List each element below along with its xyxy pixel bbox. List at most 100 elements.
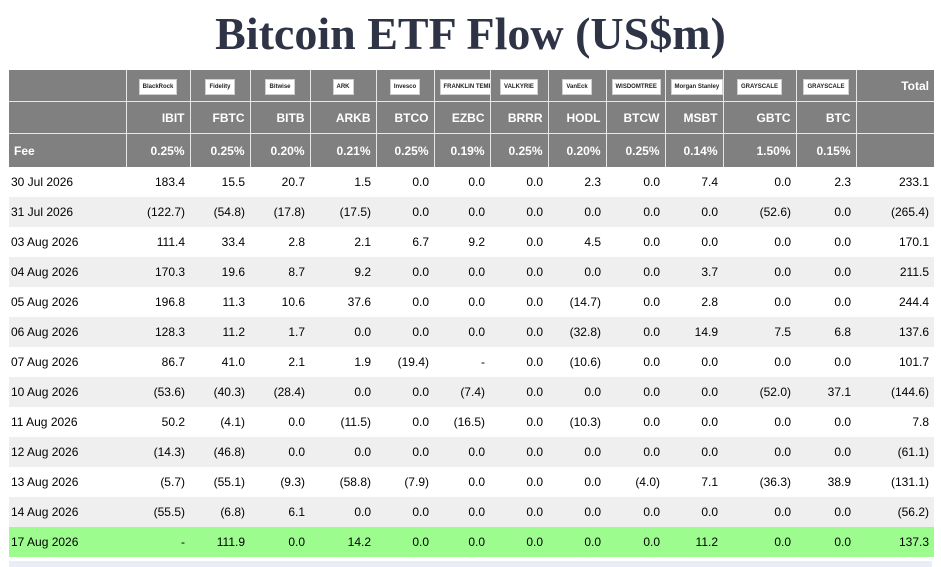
flow-cell: 111.4	[156, 235, 185, 249]
ticker-header: MSBT	[664, 101, 723, 134]
flow-cell: (54.8)	[190, 197, 250, 227]
table-row: 30 Jul 2026 183.4 15.5 20.7 1.5 0.0 0.0 0.0 2.3 0…	[9, 167, 934, 197]
flow-cell: 0.0	[774, 415, 791, 429]
issuer-logo: VALKYRIE	[500, 78, 538, 95]
flow-cell: (40.3)	[190, 377, 250, 407]
table-row: 17 Aug 2026-111.9 0.0 14.2 0.0 0.0 0.0 0.0 0.0 1…	[9, 527, 934, 557]
flow-cell: 0.0	[310, 437, 376, 467]
table-row: 13 Aug 2026 (5.7) (55.1) (9.3) (58.8) (7.9) 0.…	[9, 467, 934, 497]
issuer-logo-cell: WISDOMTREE	[605, 70, 665, 102]
ticker-row: IBIT FBTC BITB ARKB BTCO EZBC BRRR HODL BTCW MSBT…	[9, 101, 934, 134]
flow-cell: 0.0	[434, 527, 490, 557]
ticker-header: IBIT	[125, 101, 190, 134]
footer-strip	[9, 561, 932, 567]
flow-cell: 0.0	[701, 355, 718, 369]
flow-cell: 0.0	[376, 497, 434, 527]
flow-cell: 0.0	[606, 257, 665, 287]
issuer-logo-cell: VanEck	[547, 70, 606, 102]
flow-cell: 0.0	[548, 437, 606, 467]
ticker-header: GBTC	[722, 101, 796, 134]
table-row: 10 Aug 2026 (53.6) (40.3) (28.4) 0.0 0.0 (7.4)…	[9, 377, 934, 407]
flow-cell: 0.0	[548, 497, 606, 527]
flow-cell: 0.0	[796, 497, 856, 527]
flow-cell: (16.5)	[453, 415, 485, 429]
flow-cell: 0.0	[434, 257, 490, 287]
flow-cell: 14.9	[665, 317, 723, 347]
fee-row: Fee 0.25% 0.25% 0.20% 0.21% 0.25% 0.19% 0.25% 0…	[9, 133, 934, 167]
flow-cell: 10.6	[281, 295, 305, 309]
total-cell: 211.5	[856, 257, 934, 287]
flow-cell: 0.0	[796, 197, 856, 227]
flow-cell: 0.0	[796, 437, 856, 467]
issuer-logo: VanEck	[562, 78, 592, 95]
flow-cell: 0.0	[643, 175, 660, 189]
flow-cell: 0.0	[526, 415, 543, 429]
flow-cell: 196.8	[154, 295, 185, 309]
total-cell: 170.1	[898, 235, 929, 249]
issuer-logo: WISDOMTREE	[611, 78, 661, 95]
flow-cell: 0.0	[834, 235, 851, 249]
flow-cell: (4.0)	[635, 475, 660, 489]
flow-cell: 0.0	[774, 175, 791, 189]
total-cell: 233.1	[898, 175, 929, 189]
flow-cell: (5.7)	[160, 475, 185, 489]
flow-cell: 0.0	[250, 527, 310, 557]
date-cell: 17 Aug 2026	[9, 527, 126, 557]
table-row: 14 Aug 2026 (55.5) (6.8) 6.1 0.0 0.0 0.0 0.0 0.0…	[9, 497, 934, 527]
issuer-logo-cell: Morgan Stanley	[664, 70, 723, 102]
flow-cell: 0.0	[434, 317, 490, 347]
flow-cell: (17.5)	[310, 197, 376, 227]
flow-cell: 41.0	[221, 355, 245, 369]
flow-cell: 0.0	[376, 257, 434, 287]
flow-cell: 0.0	[723, 527, 796, 557]
flow-cell: (7.4)	[434, 377, 490, 407]
table-row: 04 Aug 2026 170.3 19.6 8.7 9.2 0.0 0.0 0.0 0.0 0.…	[9, 257, 934, 287]
table-row: 12 Aug 2026 (14.3) (46.8) 0.0 0.0 0.0 0.0 0.0 0.…	[9, 437, 934, 467]
flow-cell: 0.0	[548, 527, 606, 557]
fee-cell: 0.19%	[433, 133, 490, 167]
flow-cell: 2.1	[354, 235, 371, 249]
date-cell: 11 Aug 2026	[11, 415, 78, 429]
flow-cell: (36.3)	[759, 475, 791, 489]
flow-cell: 37.6	[347, 295, 371, 309]
corner-cell	[9, 70, 126, 102]
flow-cell: 0.0	[490, 197, 548, 227]
table-row: 05 Aug 2026 196.8 11.3 10.6 37.6 0.0 0.0 0.0 (14…	[9, 287, 934, 317]
issuer-logo-cell: GRAYSCALE	[722, 70, 796, 102]
issuer-logo-cell: ARK	[309, 70, 376, 102]
flow-cell: 14.2	[310, 527, 376, 557]
flow-cell: 0.0	[701, 235, 718, 249]
issuer-logo-cell: Fidelity	[189, 70, 250, 102]
flow-cell: 0.0	[643, 295, 660, 309]
flow-cell: 37.1	[796, 377, 856, 407]
flow-cell: 2.8	[288, 235, 305, 249]
issuer-logo: BlackRock	[138, 78, 178, 95]
date-cell: 07 Aug 2026	[11, 355, 79, 369]
flow-cell: 0.0	[665, 197, 723, 227]
flow-cell: 0.0	[796, 257, 856, 287]
page-title: Bitcoin ETF Flow (US$m)	[215, 8, 726, 59]
flow-cell: 0.0	[310, 497, 376, 527]
flow-cell: (52.0)	[723, 377, 796, 407]
flow-cell: 1.5	[354, 175, 371, 189]
flow-cell: 2.3	[584, 175, 601, 189]
fee-cell: 0.21%	[309, 133, 376, 167]
date-cell: 05 Aug 2026	[11, 295, 79, 309]
flow-cell: 0.0	[434, 437, 490, 467]
ticker-header: BTC	[795, 101, 856, 134]
flow-cell: 0.0	[490, 377, 548, 407]
flow-cell: 0.0	[526, 475, 543, 489]
issuer-logo: Morgan Stanley	[670, 78, 723, 95]
flow-cell: -	[481, 355, 485, 369]
flow-cell: 0.0	[774, 295, 791, 309]
flow-cell: (55.1)	[213, 475, 245, 489]
flow-cell: 0.0	[723, 437, 796, 467]
flow-cell: 0.0	[434, 197, 490, 227]
date-cell: 14 Aug 2026	[9, 497, 126, 527]
total-cell: 137.6	[856, 317, 934, 347]
flow-cell: 0.0	[490, 527, 548, 557]
flow-cell: 0.0	[796, 527, 856, 557]
total-cell: (56.2)	[856, 497, 934, 527]
flow-cell: 9.2	[310, 257, 376, 287]
fee-cell: 0.25%	[125, 133, 190, 167]
